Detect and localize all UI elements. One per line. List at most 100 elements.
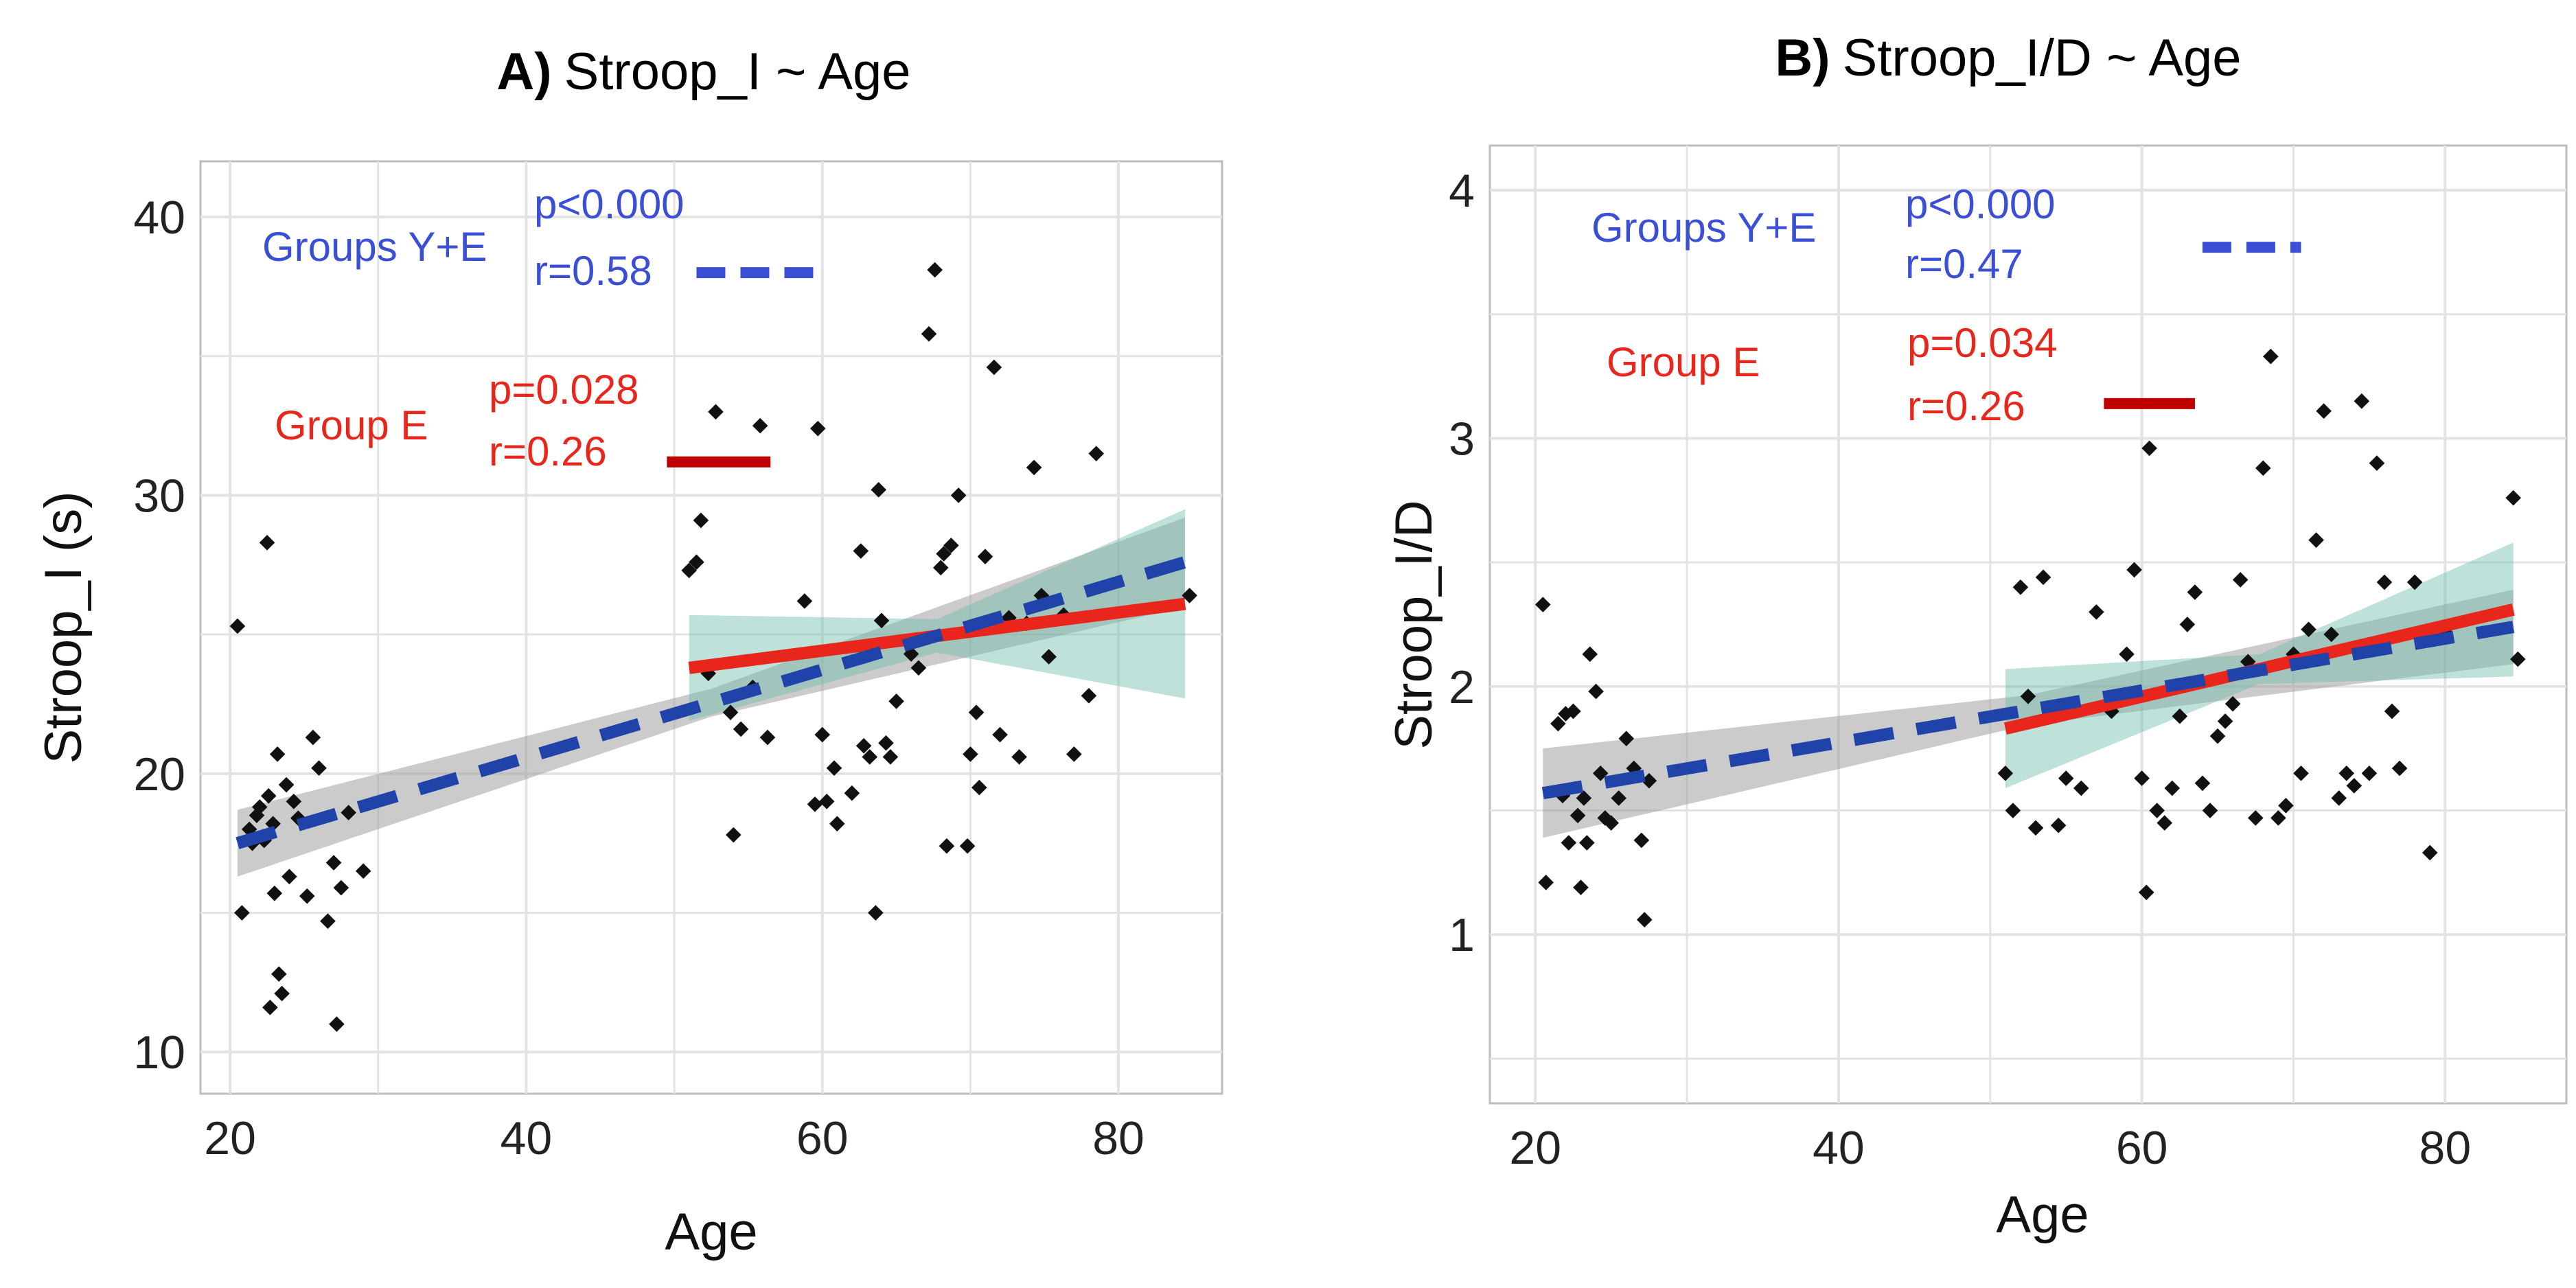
data-point: [2119, 646, 2135, 663]
data-point: [2141, 440, 2157, 457]
data-point: [1081, 688, 1097, 704]
panel-a-title-prefix: A): [496, 43, 551, 101]
data-point: [274, 985, 290, 1002]
data-point: [2346, 778, 2362, 794]
data-point: [873, 612, 890, 629]
data-point: [2027, 820, 2044, 836]
data-point: [818, 794, 835, 809]
data-point: [1618, 731, 1635, 747]
data-point: [878, 735, 894, 751]
data-point: [281, 869, 297, 885]
data-point: [2005, 803, 2021, 818]
y-tick-label: 2: [1449, 661, 1475, 713]
data-point: [2035, 569, 2051, 586]
panel-a-x-label: Age: [665, 1203, 757, 1261]
data-point: [2422, 844, 2438, 861]
data-point: [251, 799, 268, 815]
panel-b-ticks: 1 2 3 4 20 40 60 80: [1449, 165, 2471, 1174]
panel-b-group-e-label: Group E: [1607, 339, 1760, 385]
y-tick-label: 40: [133, 192, 185, 244]
y-tick-label: 3: [1449, 413, 1475, 465]
data-point: [759, 729, 776, 746]
data-point: [266, 885, 283, 901]
panel-b-title-prefix: B): [1775, 29, 1830, 87]
panel-a-legend-lines: [667, 267, 815, 468]
data-point: [882, 749, 899, 765]
data-point: [2361, 766, 2378, 781]
data-point: [286, 794, 302, 809]
fit-line-all-groups: [1541, 621, 2515, 800]
data-point: [329, 1016, 345, 1032]
panel-b-all-groups-r: r=0.47: [1905, 241, 2023, 287]
data-point: [959, 838, 976, 854]
data-point: [2384, 703, 2400, 720]
data-point: [2172, 708, 2188, 724]
panel-b-x-label: Age: [1996, 1186, 2089, 1244]
data-point: [2354, 393, 2370, 409]
data-point: [2338, 766, 2355, 781]
x-tick-label: 80: [1092, 1112, 1145, 1164]
panel-a-all-groups-r: r=0.58: [534, 248, 652, 294]
data-point: [932, 560, 949, 576]
data-point: [2278, 798, 2294, 814]
confidence-band-all-groups: [237, 517, 1186, 877]
data-point: [2391, 760, 2408, 777]
data-point: [888, 693, 904, 709]
data-point: [2270, 810, 2286, 826]
data-point: [2179, 617, 2196, 632]
data-point: [2209, 728, 2226, 744]
data-point: [1550, 715, 1566, 732]
data-point: [2012, 579, 2029, 595]
data-point: [752, 417, 768, 434]
data-point: [939, 838, 955, 854]
data-point: [2510, 651, 2526, 667]
data-point: [986, 359, 1002, 376]
data-point: [693, 512, 709, 529]
data-point: [269, 746, 286, 762]
data-point: [814, 726, 831, 743]
x-tick-label: 20: [204, 1112, 256, 1164]
panel-a-group-e-label: Group E: [275, 402, 428, 448]
data-point: [871, 482, 887, 498]
data-point: [1573, 879, 1589, 895]
data-point: [262, 1000, 278, 1015]
data-point: [927, 262, 943, 278]
data-point: [2301, 621, 2316, 638]
data-point: [910, 660, 927, 676]
x-tick-label: 40: [1813, 1122, 1865, 1174]
data-point: [229, 618, 246, 634]
data-point: [1569, 807, 1586, 824]
data-point: [271, 966, 287, 982]
data-point: [722, 704, 739, 720]
data-point: [1565, 703, 1581, 720]
fit-line-all-groups: [235, 556, 1187, 849]
chart-panel-b: B) Stroop_I/D ~ Age 1 2 3 4 20 40 60 80 Age Stro…: [1385, 29, 2568, 1244]
panel-b-title: B) Stroop_I/D ~ Age: [1775, 29, 2241, 87]
data-point: [971, 779, 987, 796]
data-point: [708, 404, 724, 420]
data-point: [2505, 490, 2522, 506]
data-point: [796, 593, 813, 609]
data-point: [1579, 835, 1595, 851]
data-point: [2020, 688, 2036, 704]
chart-panel-a: A) Stroop_I ~ Age 10 20 30 40 20 40 60 80 Age St…: [34, 43, 1223, 1261]
panel-a-group-e-p: p=0.028: [489, 367, 639, 413]
data-point: [809, 420, 826, 437]
panel-b-points: [1534, 348, 2526, 928]
data-point: [681, 562, 697, 579]
data-point: [2255, 460, 2271, 476]
y-tick-label: 4: [1449, 165, 1475, 217]
data-point: [2149, 803, 2165, 818]
data-point: [234, 905, 250, 921]
data-point: [2134, 770, 2150, 786]
panel-b-fit-lines: [1541, 603, 2515, 800]
data-point: [2369, 455, 2385, 471]
data-point: [320, 913, 336, 929]
data-point: [826, 760, 842, 777]
data-point: [2202, 803, 2218, 818]
y-tick-label: 1: [1449, 909, 1475, 961]
data-point: [853, 543, 869, 559]
data-point: [1582, 646, 1598, 663]
data-point: [936, 546, 952, 562]
data-point: [2138, 884, 2154, 901]
